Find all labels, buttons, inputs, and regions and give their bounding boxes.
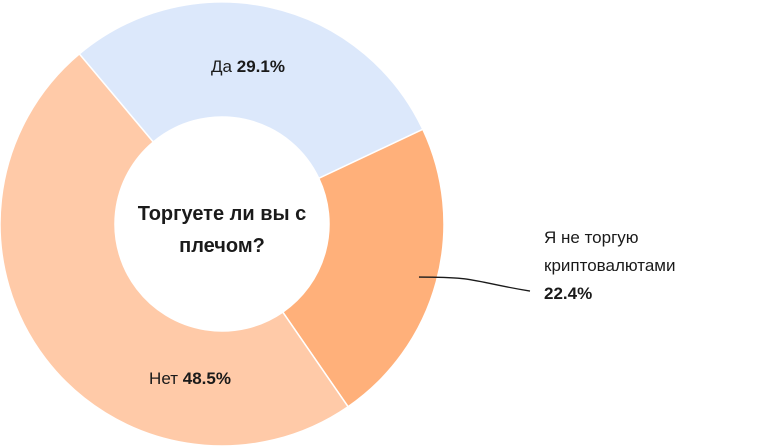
- slice-label: Да 29.1%: [211, 57, 285, 76]
- slice-label: Нет 48.5%: [149, 369, 231, 388]
- slice-label-value: 22.4%: [544, 284, 593, 303]
- donut-slice: [281, 128, 445, 408]
- chart-title: Торгуете ли вы с плечом?: [137, 203, 307, 257]
- slice-label-value: 48.5%: [183, 369, 231, 388]
- leader-line: [418, 276, 531, 292]
- slice-label-value: 29.1%: [237, 57, 285, 76]
- donut-slice: [78, 1, 424, 180]
- slice-label-name: Да: [211, 57, 233, 76]
- donut-slice: [0, 52, 350, 447]
- slice-label: Я не торгую криптовалютами 22.4%: [544, 224, 734, 308]
- slice-label-name: Нет: [149, 369, 178, 388]
- slice-label-name: Я не торгую криптовалютами: [544, 228, 676, 275]
